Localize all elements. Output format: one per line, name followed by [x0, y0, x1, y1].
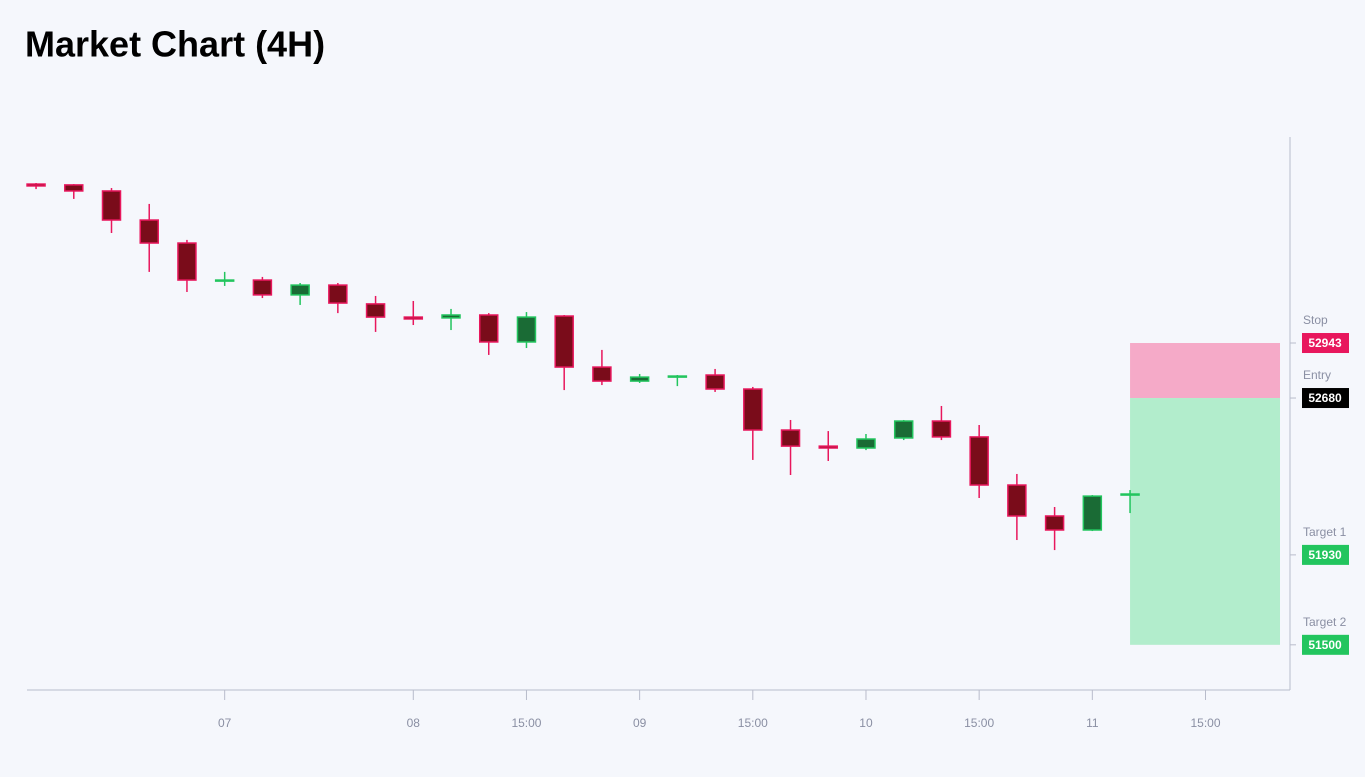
- level-badge: [1302, 544, 1349, 565]
- candle-body: [328, 284, 348, 304]
- level-name: Target 2: [1303, 615, 1347, 629]
- candle-body: [214, 279, 235, 282]
- candle-body: [893, 420, 914, 439]
- candle-body: [1082, 495, 1103, 531]
- candle-body: [969, 436, 989, 486]
- x-tick-label: 15:00: [1190, 716, 1220, 730]
- candle-body: [592, 366, 612, 382]
- level-badge: [1302, 333, 1349, 354]
- candle-body: [1044, 515, 1065, 531]
- candle-body: [931, 420, 952, 438]
- x-tick-label: 09: [633, 716, 647, 730]
- level-value: 51930: [1308, 548, 1342, 562]
- x-tick-label: 15:00: [964, 716, 994, 730]
- level-name: Stop: [1303, 313, 1328, 327]
- candle-body: [705, 374, 725, 390]
- candle-body: [177, 242, 197, 281]
- candle-body: [441, 314, 461, 319]
- risk-zone: [1130, 343, 1280, 399]
- candle-body: [478, 314, 499, 343]
- level-name: Entry: [1303, 368, 1331, 382]
- candle-body: [780, 429, 801, 447]
- candle-body: [403, 316, 424, 320]
- candle-body: [856, 438, 876, 449]
- candle-body: [629, 376, 650, 382]
- candle-body: [101, 190, 122, 221]
- candle-body: [667, 375, 688, 378]
- candle-body: [64, 184, 84, 192]
- candle-body: [252, 279, 273, 296]
- level-value: 52680: [1308, 391, 1342, 405]
- candle-body: [516, 316, 537, 343]
- reward-zone: [1130, 398, 1280, 645]
- chart-title: Market Chart (4H): [25, 24, 325, 65]
- candle-body: [554, 315, 574, 368]
- candle-body: [743, 388, 763, 431]
- candle-body: [365, 303, 386, 318]
- x-tick-label: 11: [1086, 716, 1099, 730]
- candle-body: [1120, 493, 1140, 496]
- x-tick-label: 07: [218, 716, 232, 730]
- level-badge: [1302, 388, 1349, 409]
- candle-body: [1007, 484, 1027, 517]
- candle-body: [818, 445, 839, 449]
- x-tick-label: 08: [407, 716, 421, 730]
- candle-body: [290, 284, 310, 296]
- x-tick-label: 15:00: [738, 716, 768, 730]
- level-badge: [1302, 634, 1349, 655]
- candle-body: [139, 219, 159, 244]
- x-tick-label: 10: [859, 716, 873, 730]
- level-value: 52943: [1308, 336, 1342, 350]
- level-name: Target 1: [1303, 525, 1347, 539]
- level-value: 51500: [1308, 638, 1342, 652]
- candle-body: [26, 183, 46, 187]
- x-tick-label: 15:00: [511, 716, 541, 730]
